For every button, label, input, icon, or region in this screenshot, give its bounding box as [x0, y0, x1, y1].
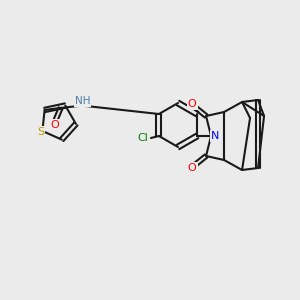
Text: NH: NH — [75, 96, 90, 106]
Text: O: O — [50, 120, 59, 130]
Text: O: O — [188, 163, 197, 173]
Text: S: S — [37, 127, 44, 137]
Text: Cl: Cl — [137, 133, 148, 143]
Text: N: N — [211, 131, 219, 141]
Text: O: O — [188, 99, 197, 109]
